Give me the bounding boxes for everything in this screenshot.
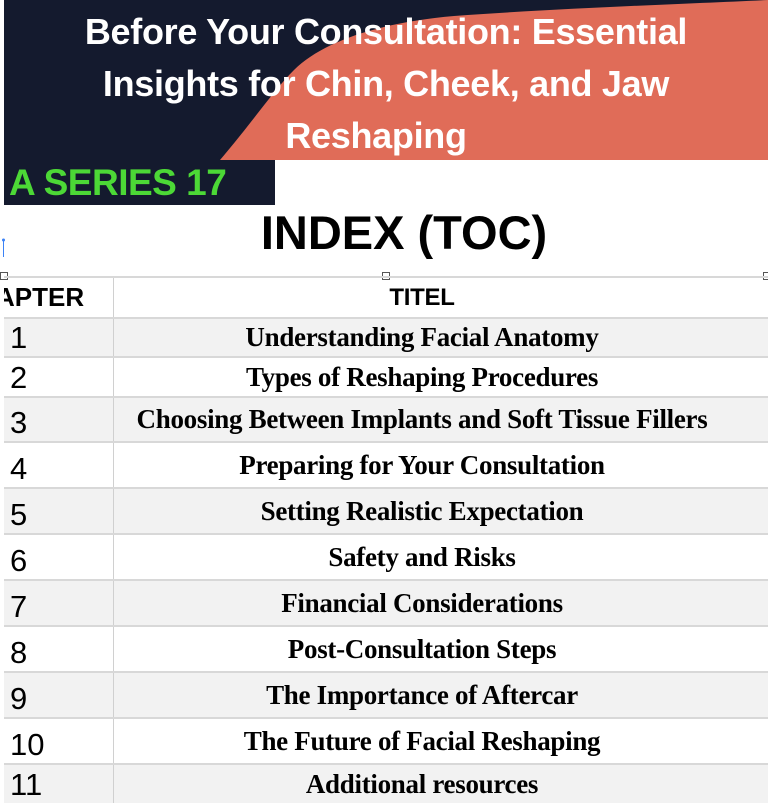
table-row: 7 Financial Considerations bbox=[4, 579, 768, 626]
header-title: TITEL bbox=[113, 276, 768, 318]
chapter-number: 11 bbox=[4, 763, 114, 803]
table-row: 11 Additional resources bbox=[4, 763, 768, 803]
chapter-number: 7 bbox=[4, 579, 114, 626]
page-title: INDEX (TOC) bbox=[260, 206, 548, 259]
chapter-number: 3 bbox=[4, 396, 114, 442]
chapter-number: 1 bbox=[4, 317, 114, 357]
chapter-title: Setting Realistic Expectation bbox=[113, 487, 768, 534]
chapter-number: 8 bbox=[4, 625, 114, 672]
chapter-title: Choosing Between Implants and Soft Tissu… bbox=[113, 396, 768, 442]
chapter-title: Types of Reshaping Procedures bbox=[113, 356, 768, 397]
table-row: 5 Setting Realistic Expectation bbox=[4, 487, 768, 534]
chapter-title: Understanding Facial Anatomy bbox=[113, 317, 768, 357]
text-cursor-icon bbox=[2, 238, 5, 257]
coral-shape bbox=[220, 0, 768, 160]
chapter-number: 9 bbox=[4, 671, 114, 718]
table-row: 9 The Importance of Aftercar bbox=[4, 671, 768, 718]
table-row: 4 Preparing for Your Consultation bbox=[4, 441, 768, 488]
table-row: 2 Types of Reshaping Procedures bbox=[4, 356, 768, 397]
chapter-title: Post-Consultation Steps bbox=[113, 625, 768, 672]
table-row: 6 Safety and Risks bbox=[4, 533, 768, 580]
chapter-title: Preparing for Your Consultation bbox=[113, 441, 768, 488]
chapter-number: 2 bbox=[4, 356, 114, 397]
header-chapter: APTER bbox=[4, 276, 114, 318]
chapter-number: 6 bbox=[4, 533, 114, 580]
chapter-number: 4 bbox=[4, 441, 114, 488]
series-label: A SERIES 17 bbox=[4, 160, 275, 205]
chapter-title: Financial Considerations bbox=[113, 579, 768, 626]
chapter-title: Safety and Risks bbox=[113, 533, 768, 580]
chapter-number: 5 bbox=[4, 487, 114, 534]
toc-table: APTER TITEL 1 Understanding Facial Anatom… bbox=[4, 276, 768, 803]
chapter-title: Additional resources bbox=[113, 763, 768, 803]
table-header-row: APTER TITEL bbox=[4, 276, 768, 318]
title-banner: Before Your Consultation: Essential Insi… bbox=[4, 0, 768, 160]
table-row: 10 The Future of Facial Reshaping bbox=[4, 717, 768, 764]
table-row: 3 Choosing Between Implants and Soft Tiss… bbox=[4, 396, 768, 442]
banner-title: Before Your Consultation: Essential Insi… bbox=[84, 11, 688, 156]
chapter-title: The Future of Facial Reshaping bbox=[113, 717, 768, 764]
chapter-title: The Importance of Aftercar bbox=[113, 671, 768, 718]
table-row: 1 Understanding Facial Anatomy bbox=[4, 317, 768, 357]
table-row: 8 Post-Consultation Steps bbox=[4, 625, 768, 672]
chapter-number: 10 bbox=[4, 717, 114, 764]
